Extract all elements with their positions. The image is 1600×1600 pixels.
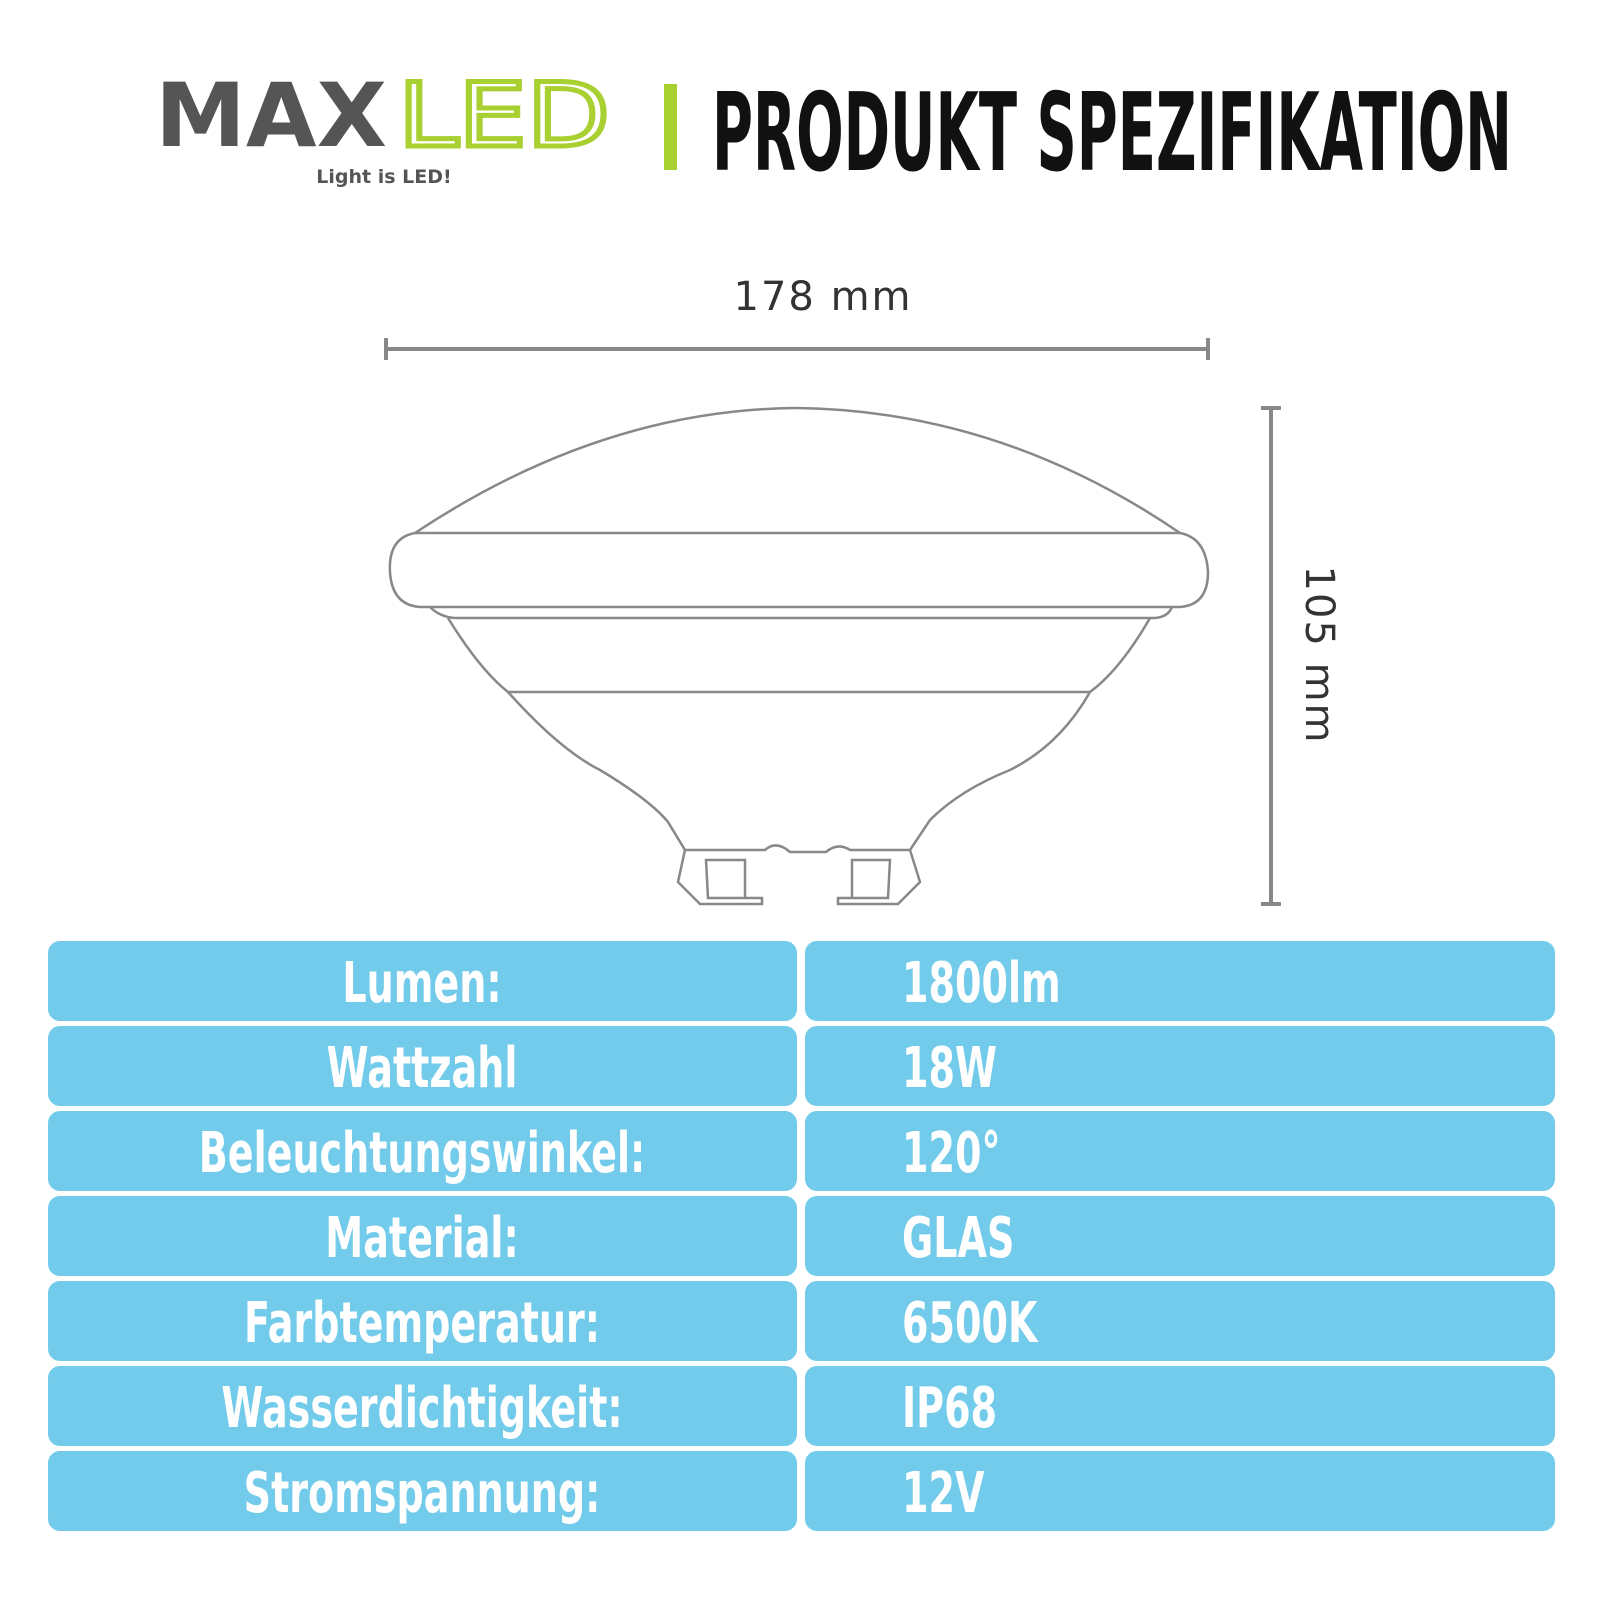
- label-cell: [48, 941, 797, 1021]
- height-dimension: [1261, 406, 1281, 906]
- divider-bar: [664, 84, 677, 170]
- label-cell: [48, 1026, 797, 1106]
- row-label: Material:: [325, 1207, 518, 1271]
- value-cell: [805, 1111, 1555, 1191]
- row-value: 1800lm: [902, 952, 1061, 1016]
- height-label: 105 mm: [1296, 566, 1342, 745]
- row-label: Stromspannung:: [244, 1462, 601, 1526]
- row-label: Lumen:: [342, 952, 501, 1016]
- logo-led: LED: [398, 64, 610, 167]
- table-row: Beleuchtungswinkel: 120°: [48, 1111, 1555, 1191]
- logo-max: MAX: [155, 64, 387, 167]
- label-cell: [48, 1366, 797, 1446]
- row-value: GLAS: [902, 1207, 1014, 1271]
- width-label: 178 mm: [734, 274, 913, 320]
- table-row: Wasserdichtigkeit: IP68: [48, 1366, 1555, 1446]
- width-dimension: [384, 338, 1210, 360]
- row-label: Wattzahl: [327, 1037, 518, 1101]
- row-value: 6500K: [902, 1292, 1039, 1356]
- value-cell: [805, 1451, 1555, 1531]
- table-row: Material: GLAS: [48, 1196, 1555, 1276]
- label-cell: [48, 1111, 797, 1191]
- table-row: Lumen: 1800lm: [48, 941, 1555, 1021]
- row-value: IP68: [902, 1377, 997, 1441]
- table-row: Farbtemperatur: 6500K: [48, 1281, 1555, 1361]
- row-value: 18W: [902, 1037, 997, 1101]
- spec-table: Lumen: 1800lm Wattzahl 18W Beleuchtungswinke…: [48, 941, 1555, 1531]
- row-value: 120°: [902, 1122, 1001, 1186]
- value-cell: [805, 941, 1555, 1021]
- row-label: Beleuchtungswinkel:: [199, 1122, 646, 1186]
- row-label: Wasserdichtigkeit:: [221, 1377, 622, 1441]
- lamp-drawing: [388, 406, 1210, 906]
- table-row: Wattzahl 18W: [48, 1026, 1555, 1106]
- label-cell: [48, 1196, 797, 1276]
- title: PRODUKT SPEZIFIKATION: [712, 71, 1512, 196]
- table-row: Stromspannung: 12V: [48, 1451, 1555, 1531]
- row-value: 12V: [902, 1462, 984, 1526]
- tagline: Light is LED!: [316, 166, 451, 188]
- value-cell: [805, 1196, 1555, 1276]
- label-cell: [48, 1451, 797, 1531]
- value-cell: [805, 1366, 1555, 1446]
- row-label: Farbtemperatur:: [244, 1292, 600, 1356]
- value-cell: [805, 1026, 1555, 1106]
- value-cell: [805, 1281, 1555, 1361]
- label-cell: [48, 1281, 797, 1361]
